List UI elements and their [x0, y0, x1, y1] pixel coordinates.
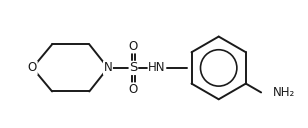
- Text: NH₂: NH₂: [273, 86, 295, 99]
- Text: O: O: [129, 83, 138, 96]
- Text: N: N: [103, 61, 112, 74]
- Text: S: S: [129, 61, 138, 74]
- Text: HN: HN: [148, 61, 166, 74]
- Text: O: O: [129, 40, 138, 53]
- Text: O: O: [28, 61, 37, 74]
